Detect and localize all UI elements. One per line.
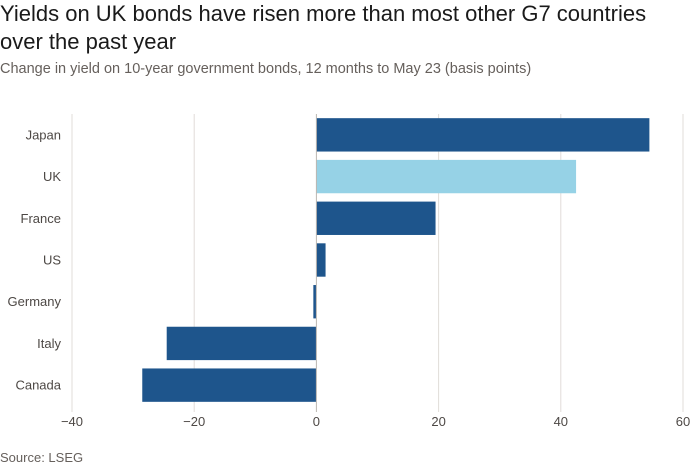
chart-subtitle: Change in yield on 10-year government bo… xyxy=(0,61,532,77)
category-label: Japan xyxy=(26,127,61,142)
bar-france xyxy=(316,201,436,235)
x-tick-label: −20 xyxy=(183,414,205,429)
bar-canada xyxy=(142,368,317,402)
category-label: Canada xyxy=(15,378,61,393)
x-tick-label: −40 xyxy=(61,414,83,429)
category-label: Italy xyxy=(37,336,61,351)
gridlines xyxy=(71,114,684,412)
category-label: Germany xyxy=(8,294,62,309)
bars xyxy=(142,118,650,402)
x-tick-label: 0 xyxy=(313,414,320,429)
x-tick-label: 20 xyxy=(431,414,445,429)
category-labels: Japan UK France US Germany Italy Canada xyxy=(8,127,62,392)
bar-germany xyxy=(313,285,317,319)
x-tick-labels: −40 −20 0 20 40 60 xyxy=(61,414,690,429)
category-label: UK xyxy=(43,169,61,184)
chart-title: Yields on UK bonds have risen more than … xyxy=(0,1,647,54)
x-tick-label: 60 xyxy=(676,414,690,429)
category-label: US xyxy=(43,253,61,268)
bar-italy xyxy=(166,326,317,361)
source-note: Source: LSEG xyxy=(0,450,84,465)
bar-us xyxy=(316,243,326,277)
category-label: France xyxy=(21,211,61,226)
bar-uk xyxy=(316,159,577,194)
x-tick-label: 40 xyxy=(554,414,568,429)
bar-japan xyxy=(316,118,650,152)
